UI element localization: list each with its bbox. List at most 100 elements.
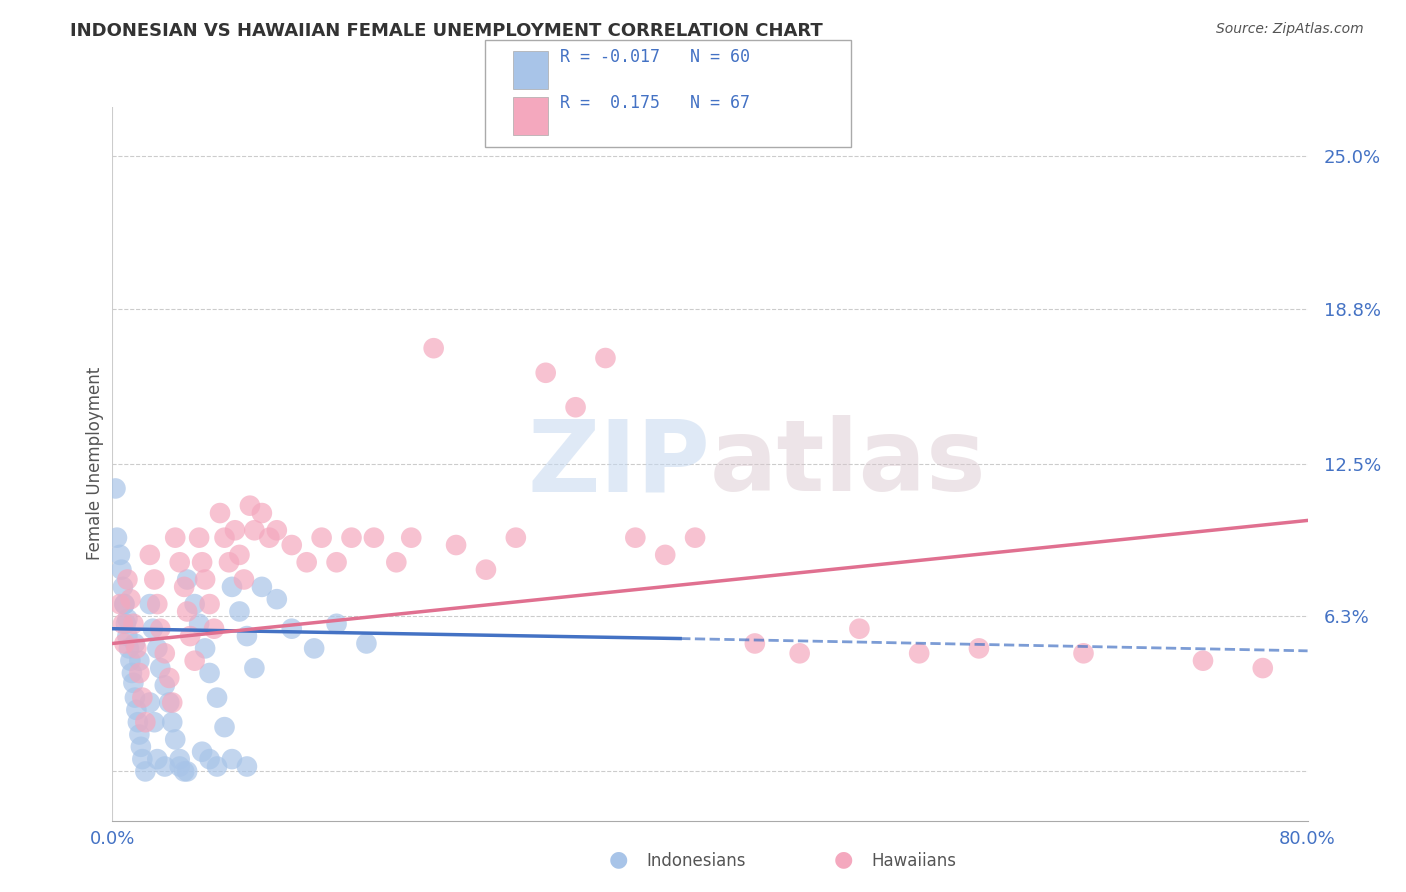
Point — [967, 641, 990, 656]
Point — [183, 597, 205, 611]
Point — [188, 616, 211, 631]
Point — [236, 759, 259, 773]
Point — [125, 641, 148, 656]
Point — [1073, 646, 1095, 660]
Point — [139, 548, 162, 562]
Point — [683, 531, 706, 545]
Point — [848, 622, 870, 636]
Point — [124, 690, 146, 705]
Point — [250, 580, 273, 594]
Point — [624, 531, 647, 545]
Point — [198, 752, 221, 766]
Point — [146, 752, 169, 766]
Point — [356, 636, 378, 650]
Point — [281, 622, 304, 636]
Point — [214, 720, 236, 734]
Point — [1192, 654, 1215, 668]
Point — [401, 531, 423, 545]
Point — [125, 703, 148, 717]
Point — [108, 548, 131, 562]
Point — [266, 592, 288, 607]
Point — [114, 636, 135, 650]
Point — [153, 678, 176, 692]
Point — [139, 597, 162, 611]
Point — [194, 573, 217, 587]
Point — [122, 616, 145, 631]
Point — [128, 654, 150, 668]
Point — [169, 759, 191, 773]
Point — [224, 523, 246, 537]
Point — [325, 616, 347, 631]
Point — [142, 622, 165, 636]
Point — [179, 629, 201, 643]
Point — [744, 636, 766, 650]
Point — [191, 555, 214, 569]
Point — [117, 629, 139, 643]
Point — [114, 597, 135, 611]
Point — [111, 616, 134, 631]
Text: ●: ● — [834, 850, 853, 870]
Point — [239, 499, 262, 513]
Point — [120, 654, 142, 668]
Point — [117, 573, 139, 587]
Text: atlas: atlas — [710, 416, 987, 512]
Point — [1251, 661, 1274, 675]
Text: INDONESIAN VS HAWAIIAN FEMALE UNEMPLOYMENT CORRELATION CHART: INDONESIAN VS HAWAIIAN FEMALE UNEMPLOYME… — [70, 22, 823, 40]
Point — [228, 548, 250, 562]
Point — [121, 665, 143, 680]
Point — [122, 676, 145, 690]
Point — [105, 531, 128, 545]
Point — [183, 654, 205, 668]
Point — [218, 555, 240, 569]
Point — [422, 341, 444, 355]
Point — [143, 573, 166, 587]
Point — [654, 548, 676, 562]
Point — [131, 752, 153, 766]
Point — [128, 665, 150, 680]
Point — [169, 555, 191, 569]
Point — [908, 646, 931, 660]
Point — [259, 531, 281, 545]
Point — [110, 563, 132, 577]
Point — [111, 580, 134, 594]
Point — [363, 531, 385, 545]
Point — [311, 531, 333, 545]
Point — [165, 732, 187, 747]
Point — [228, 605, 250, 619]
Y-axis label: Female Unemployment: Female Unemployment — [86, 368, 104, 560]
Text: Indonesians: Indonesians — [647, 852, 747, 870]
Text: Source: ZipAtlas.com: Source: ZipAtlas.com — [1216, 22, 1364, 37]
Point — [385, 555, 408, 569]
Point — [108, 597, 131, 611]
Point — [153, 646, 176, 660]
Point — [714, 120, 737, 134]
Point — [505, 531, 527, 545]
Point — [198, 597, 221, 611]
Point — [146, 597, 169, 611]
Point — [266, 523, 288, 537]
Point — [595, 351, 617, 365]
Point — [139, 696, 162, 710]
Point — [208, 506, 231, 520]
Point — [475, 563, 498, 577]
Point — [129, 739, 152, 754]
Point — [295, 555, 318, 569]
Point — [205, 759, 228, 773]
Point — [564, 401, 586, 415]
Point — [157, 671, 180, 685]
Point — [124, 636, 146, 650]
Point — [214, 531, 236, 545]
Point — [127, 715, 149, 730]
Point — [115, 616, 138, 631]
Point — [194, 641, 217, 656]
Point — [205, 690, 228, 705]
Point — [153, 759, 176, 773]
Point — [789, 646, 811, 660]
Point — [143, 715, 166, 730]
Point — [104, 482, 127, 496]
Point — [131, 690, 153, 705]
Point — [128, 727, 150, 741]
Point — [202, 622, 225, 636]
Point — [118, 641, 141, 656]
Point — [534, 366, 557, 380]
